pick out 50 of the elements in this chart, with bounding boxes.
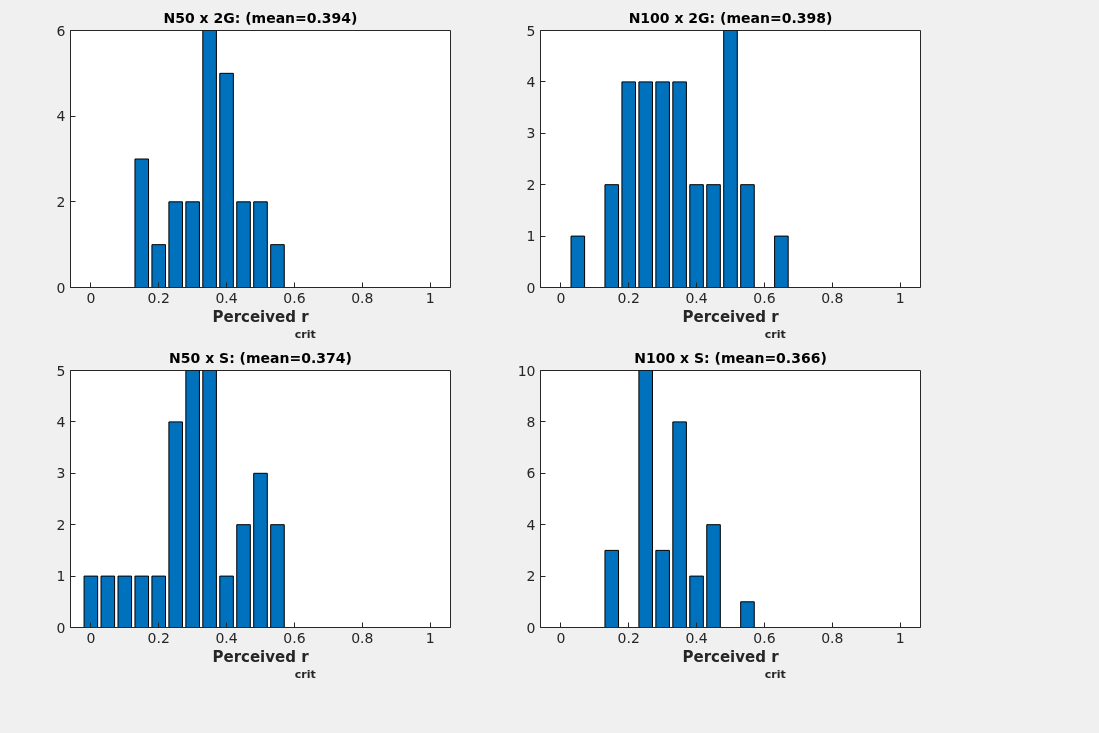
y-tick-label: 2: [56, 193, 66, 210]
x-tick-label: 0.8: [351, 629, 374, 646]
x-tick-label: 0.2: [617, 289, 640, 306]
x-tick-label: 0.8: [821, 289, 844, 306]
y-tick-label: 2: [526, 176, 536, 193]
x-tick-label: 0.8: [351, 289, 374, 306]
x-tick-label: 0.8: [821, 629, 844, 646]
y-tick-label: 3: [56, 465, 66, 482]
x-tick-label: 0.2: [617, 629, 640, 646]
x-tick-label: 0: [556, 629, 566, 646]
x-tick-label: 1: [895, 629, 905, 646]
x-tick-label: 1: [425, 629, 435, 646]
y-tick-label: 4: [526, 73, 536, 90]
y-tick-label: 6: [526, 465, 536, 482]
x-tick-label: 1: [895, 289, 905, 306]
y-tick-label: 2: [526, 568, 536, 585]
chart-title: N100 x 2G: (mean=0.398): [628, 9, 833, 26]
y-tick-label: 10: [517, 362, 536, 379]
x-tick-label: 1: [425, 289, 435, 306]
y-tick-label: 1: [56, 568, 66, 585]
y-tick-label: 8: [526, 413, 536, 430]
y-tick-label: 4: [56, 413, 66, 430]
x-tick-label: 0: [86, 629, 96, 646]
y-tick-label: 2: [56, 516, 66, 533]
y-tick-label: 3: [526, 125, 536, 142]
y-tick-label: 5: [56, 362, 66, 379]
x-tick-label: 0.6: [753, 629, 776, 646]
y-tick-label: 5: [526, 22, 536, 39]
chart-title: N50 x 2G: (mean=0.394): [163, 9, 358, 26]
x-axis-title: Perceived rcrit: [212, 307, 316, 341]
x-tick-label: 0.4: [685, 629, 708, 646]
x-axis-title: Perceived rcrit: [682, 647, 786, 681]
x-tick-label: 0.4: [685, 289, 708, 306]
y-tick-label: 1: [526, 228, 536, 245]
x-tick-label: 0.2: [147, 629, 170, 646]
x-tick-label: 0.4: [215, 629, 238, 646]
x-tick-label: 0.6: [283, 289, 306, 306]
x-axis-title: Perceived rcrit: [212, 647, 316, 681]
y-tick-label: 4: [56, 108, 66, 125]
y-tick-label: 4: [526, 516, 536, 533]
x-tick-label: 0: [556, 289, 566, 306]
x-tick-label: 0.4: [215, 289, 238, 306]
chart-title: N50 x S: (mean=0.374): [169, 349, 352, 366]
x-tick-label: 0.6: [753, 289, 776, 306]
x-tick-label: 0.6: [283, 629, 306, 646]
y-tick-label: 6: [56, 22, 66, 39]
x-tick-label: 0.2: [147, 289, 170, 306]
x-axis-title: Perceived rcrit: [682, 307, 786, 341]
x-tick-label: 0: [86, 289, 96, 306]
chart-title: N100 x S: (mean=0.366): [634, 349, 827, 366]
